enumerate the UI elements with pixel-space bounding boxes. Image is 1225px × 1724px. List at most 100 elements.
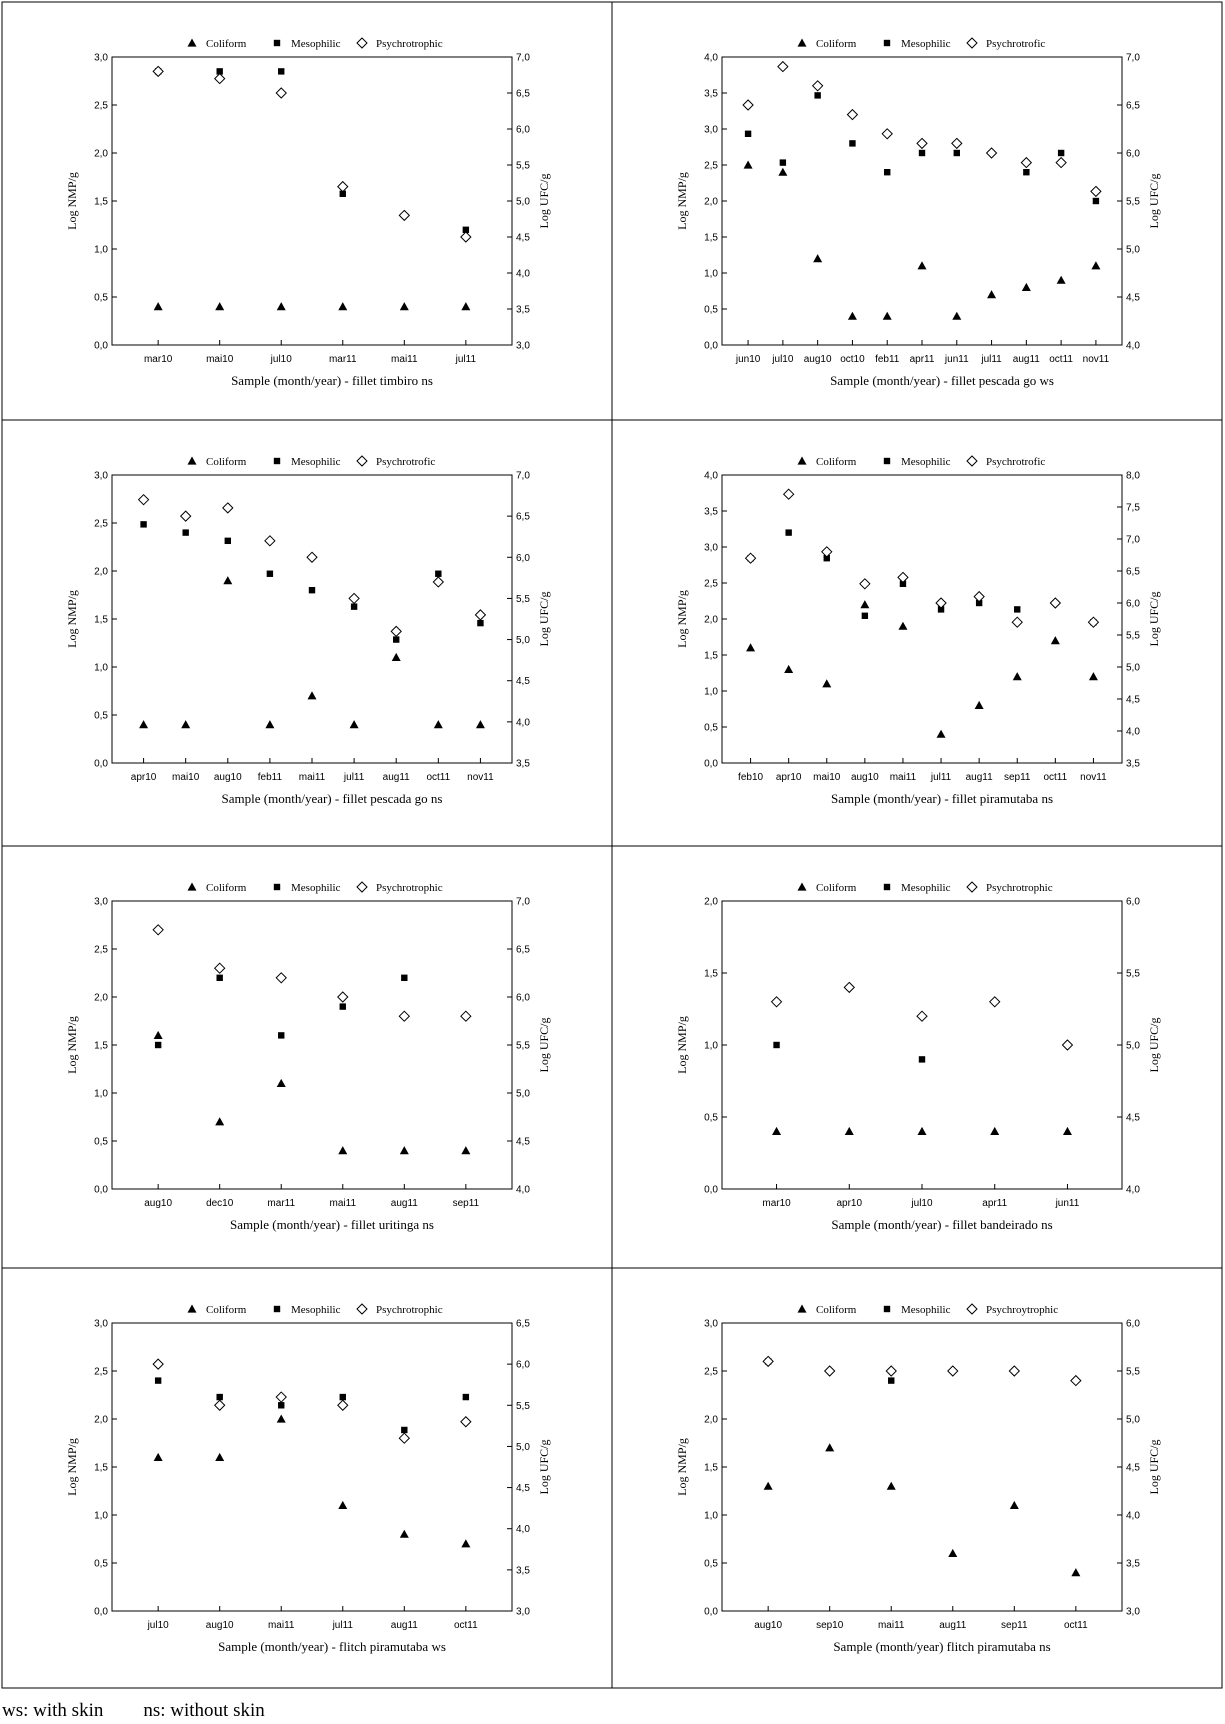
left-tick-label: 2,0 (94, 993, 108, 1004)
data-point-diamond (306, 551, 318, 563)
data-point-triangle (784, 664, 794, 673)
data-point-diamond (275, 1391, 287, 1403)
y2-axis-title: Log UFC/g (537, 591, 551, 646)
right-tick-label: 6,5 (516, 512, 530, 523)
x-tick-label: jun11 (1055, 1198, 1080, 1209)
left-tick-label: 3,5 (704, 507, 718, 518)
y-axis-title: Log NMP/g (675, 172, 689, 230)
data-point-diamond (859, 578, 871, 590)
data-point-diamond (742, 99, 754, 111)
data-point-triangle (1021, 282, 1031, 291)
data-point-triangle (948, 1548, 958, 1557)
y2-axis-title: Log UFC/g (1147, 591, 1161, 646)
data-point-triangle (822, 679, 832, 688)
data-point-triangle (153, 302, 163, 311)
y2-axis-title: Log UFC/g (1147, 173, 1161, 228)
data-point-triangle (461, 1146, 471, 1155)
left-tick-label: 1,5 (94, 1041, 108, 1052)
x-tick-label: nov11 (467, 772, 494, 783)
left-tick-label: 1,5 (94, 615, 108, 626)
left-tick-label: 1,0 (94, 1511, 108, 1522)
left-tick-label: 2,5 (94, 1367, 108, 1378)
right-tick-label: 7,0 (516, 897, 530, 908)
data-point-diamond (1070, 1374, 1082, 1387)
x-tick-label: mar11 (267, 1198, 295, 1209)
data-point-triangle (181, 720, 191, 729)
x-tick-label: aug11 (383, 772, 411, 783)
plot-area (111, 1322, 513, 1612)
x-tick-label: mai10 (206, 354, 234, 365)
data-point-diamond (985, 147, 998, 159)
data-point-square (823, 555, 830, 562)
right-tick-label: 7,5 (1126, 503, 1140, 514)
x-tick-label: feb11 (875, 354, 900, 365)
data-point-triangle (338, 1500, 348, 1509)
x-tick-label: apr11 (910, 354, 935, 365)
x-axis-title: Sample (month/year) flitch piramutaba ns (833, 1639, 1050, 1654)
x-tick-label: mai10 (813, 772, 841, 783)
y2-axis-title: Log UFC/g (537, 1017, 551, 1072)
data-point-diamond (777, 60, 789, 73)
data-point-triangle (215, 1452, 225, 1461)
x-tick-label: mai11 (330, 1198, 357, 1209)
data-point-diamond (885, 1365, 897, 1377)
x-tick-label: jun11 (944, 354, 969, 365)
right-tick-label: 6,0 (1126, 599, 1140, 610)
y2-axis-title: Log UFC/g (1147, 1017, 1161, 1072)
data-point-diamond (152, 65, 164, 78)
left-tick-label: 2,0 (704, 897, 718, 908)
data-point-diamond (152, 1358, 164, 1370)
legend-label: Mesophilic (901, 1304, 951, 1316)
legend-marker-diamond (356, 1303, 368, 1315)
legend-label: Coliform (816, 1304, 857, 1316)
data-point-triangle (265, 720, 275, 729)
data-point-diamond (1087, 616, 1100, 628)
left-tick-label: 2,5 (704, 1367, 718, 1378)
data-point-triangle (990, 1126, 1000, 1135)
right-tick-label: 3,5 (516, 759, 530, 770)
data-point-diamond (460, 231, 472, 243)
x-tick-label: aug11 (1013, 354, 1041, 365)
right-tick-label: 3,0 (516, 1607, 530, 1618)
right-tick-label: 6,5 (516, 945, 530, 956)
left-tick-label: 0,0 (94, 1607, 108, 1618)
x-tick-label: oct10 (840, 354, 865, 365)
data-point-diamond (1090, 185, 1102, 198)
left-tick-label: 1,5 (704, 233, 718, 244)
right-tick-label: 3,5 (516, 305, 530, 316)
right-tick-label: 3,0 (516, 341, 530, 352)
x-tick-label: mar10 (144, 354, 173, 365)
left-tick-label: 1,5 (704, 969, 718, 980)
right-tick-label: 4,0 (516, 1185, 530, 1196)
data-point-triangle (772, 1126, 782, 1135)
legend-marker-triangle (187, 38, 197, 47)
legend-marker-triangle (187, 456, 197, 465)
right-tick-label: 3,0 (1126, 1607, 1140, 1618)
data-point-triangle (847, 311, 857, 320)
plot-area (721, 56, 1123, 346)
right-tick-label: 6,5 (1126, 101, 1140, 112)
data-point-square (308, 587, 316, 594)
x-tick-label: mai11 (890, 772, 917, 783)
legend-label: Psychrotrophic (376, 38, 443, 50)
data-point-square (435, 570, 442, 577)
data-point-square (785, 529, 792, 536)
left-tick-label: 2,5 (94, 101, 108, 112)
x-tick-label: aug10 (214, 772, 242, 783)
data-point-square (773, 1041, 780, 1049)
x-tick-label: jun10 (735, 354, 761, 365)
x-tick-label: aug11 (391, 1198, 419, 1209)
legend-marker-diamond (966, 881, 978, 893)
y-axis-title: Log NMP/g (65, 1438, 79, 1496)
data-point-diamond (390, 625, 402, 638)
y-axis-title: Log NMP/g (675, 1438, 689, 1496)
legend-label: Psychrotrofic (986, 456, 1045, 468)
left-tick-label: 3,0 (704, 1319, 718, 1330)
chart-panel-6: 0,0 0,5 1,0 1,5 2,0 4,0 4,5 5,0 5,5 6,0 mar10 apr10… (675, 881, 1161, 1232)
data-point-diamond (881, 128, 893, 140)
data-point-triangle (952, 311, 962, 320)
right-tick-label: 5,5 (1126, 197, 1140, 208)
data-point-diamond (275, 87, 287, 99)
data-point-square (339, 1393, 346, 1401)
right-tick-label: 5,0 (516, 1089, 530, 1100)
